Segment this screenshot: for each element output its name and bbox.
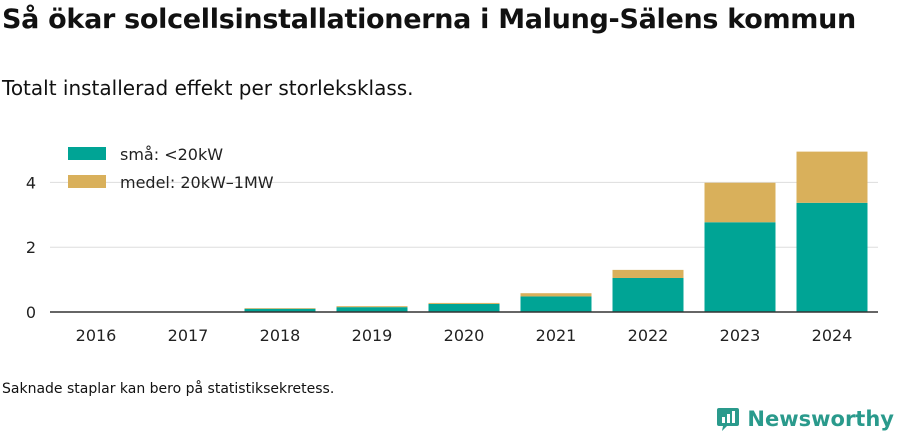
chart-subtitle: Totalt installerad effekt per storlekskl… xyxy=(2,76,414,100)
bar-segment xyxy=(520,296,592,312)
y-tick-label: 0 xyxy=(26,303,36,322)
bar-segment xyxy=(612,277,684,312)
x-tick-label: 2024 xyxy=(812,326,853,345)
x-tick-label: 2019 xyxy=(352,326,393,345)
x-tick-label: 2022 xyxy=(628,326,669,345)
axes: 0 2 4 2016 2017 2018 2019 2020 2021 2022 2023 2024 xyxy=(26,173,878,345)
bar-segment xyxy=(336,306,408,308)
brand-name: Newsworthy xyxy=(747,407,894,431)
legend: små: <20kW medel: 20kW–1MW xyxy=(68,145,274,192)
y-tick-label: 2 xyxy=(26,238,36,257)
bar-segment xyxy=(612,269,684,278)
footnote: Saknade staplar kan bero på statistiksek… xyxy=(2,381,335,397)
x-tick-label: 2020 xyxy=(444,326,485,345)
legend-label: medel: 20kW–1MW xyxy=(120,173,274,192)
bar-segment xyxy=(704,222,776,312)
bar-segment xyxy=(428,302,500,304)
legend-swatch xyxy=(68,147,106,160)
bar-segment xyxy=(520,293,592,297)
y-tick-label: 4 xyxy=(26,173,36,192)
legend-swatch xyxy=(68,175,106,188)
newsworthy-logo-icon xyxy=(717,408,740,431)
bar-segment xyxy=(244,308,316,309)
legend-label: små: <20kW xyxy=(120,145,223,164)
bar-segment xyxy=(336,307,408,312)
x-tick-label: 2021 xyxy=(536,326,577,345)
bar-segment xyxy=(796,151,868,203)
x-tick-label: 2016 xyxy=(76,326,117,345)
bar-segment xyxy=(244,308,316,312)
x-tick-label: 2018 xyxy=(260,326,301,345)
x-tick-label: 2023 xyxy=(720,326,761,345)
bar-segment xyxy=(428,303,500,312)
bar-segment xyxy=(796,202,868,312)
x-tick-label: 2017 xyxy=(168,326,209,345)
bars xyxy=(244,151,868,312)
brand-logo: Newsworthy xyxy=(715,406,894,432)
chart-title: Så ökar solcellsinstallationerna i Malun… xyxy=(2,4,856,35)
bar-segment xyxy=(704,182,776,223)
